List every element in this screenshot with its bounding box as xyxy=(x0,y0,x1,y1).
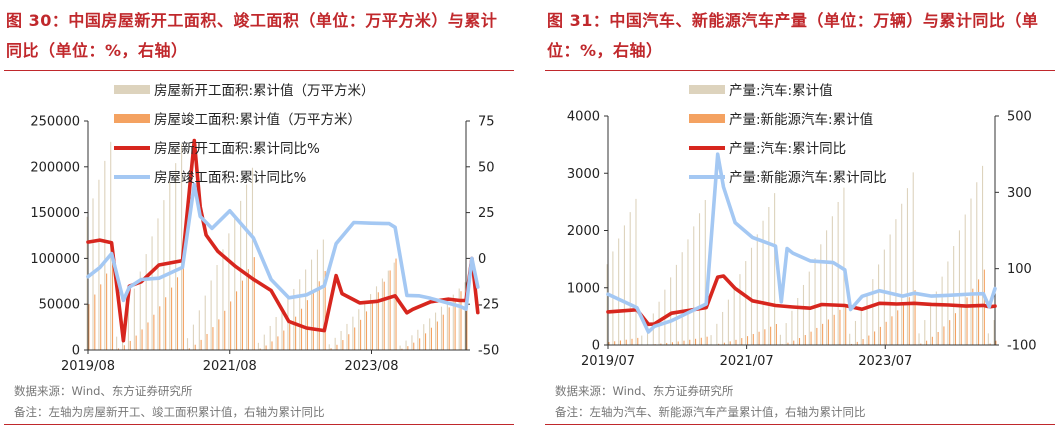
legend-label: 房屋竣工面积:累计值（万平方米） xyxy=(154,112,361,128)
x-tick-label: 2019/07 xyxy=(581,354,635,369)
chart-title: 图 31：中国汽车、新能源汽车产量（单位：万辆）与累计同比（单位：%，右轴） xyxy=(547,11,1039,60)
legend-label: 产量:汽车:累计同比 xyxy=(729,140,846,157)
y-tick-label-right: 300 xyxy=(1007,186,1032,201)
y-tick-label-left: 50000 xyxy=(39,298,80,313)
legend-label: 房屋竣工面积:累计同比% xyxy=(154,170,307,186)
y-tick-label-left: 150000 xyxy=(30,206,80,221)
legend-swatch xyxy=(114,114,150,123)
y-tick-label-left: 250000 xyxy=(30,115,80,130)
y-tick-label-right: 75 xyxy=(478,115,495,130)
y-tick-label-left: 2000 xyxy=(567,224,600,239)
left-chart-panel: 图 30：中国房屋新开工面积、竣工面积（单位：万平方米）与累计同比（单位：%，右… xyxy=(0,0,520,431)
y-tick-label-right: 50 xyxy=(478,160,495,175)
y-tick-label-left: 100000 xyxy=(30,252,80,267)
auto-chart: 4000 3000 2000 1000 0 500 300 100 -100 2019/07 202… xyxy=(567,82,1037,369)
y-tick-label-left: 4000 xyxy=(567,110,600,125)
title-divider xyxy=(545,70,1055,71)
legend-label: 房屋新开工面积:累计同比% xyxy=(154,141,320,157)
x-tick-label: 2023/08 xyxy=(344,359,398,374)
legend-label: 产量:新能源汽车:累计同比 xyxy=(729,169,887,186)
y-tick-label-left: 200000 xyxy=(30,160,80,175)
series-line xyxy=(86,138,480,343)
data-source: 数据来源：Wind、东方证券研究所 xyxy=(555,384,734,398)
y-tick-label-left: 0 xyxy=(72,344,80,359)
data-source: 数据来源：Wind、东方证券研究所 xyxy=(14,384,193,398)
y-tick-label-right: 0 xyxy=(478,252,486,267)
x-tick-label: 2021/07 xyxy=(720,354,774,369)
chart-note: 备注：左轴为汽车、新能源汽车产量累计值，右轴为累计同比 xyxy=(555,405,866,419)
x-tick-label: 2019/08 xyxy=(61,359,115,374)
title-divider xyxy=(4,70,514,71)
x-tick-label: 2021/08 xyxy=(203,359,257,374)
y-tick-label-left: 1000 xyxy=(567,281,600,296)
y-tick-label-right: -100 xyxy=(1007,339,1037,354)
y-tick-label-left: 3000 xyxy=(567,167,600,182)
bottom-divider xyxy=(4,424,514,425)
y-tick-label-right: 25 xyxy=(478,206,495,221)
legend-swatch xyxy=(114,85,150,94)
x-tick-label: 2023/07 xyxy=(858,354,912,369)
right-chart-panel: 图 31：中国汽车、新能源汽车产量（单位：万辆）与累计同比（单位：%，右轴） 4… xyxy=(541,0,1061,431)
legend-label: 产量:新能源汽车:累计值 xyxy=(729,111,873,128)
housing-chart: 250000 200000 150000 100000 50000 0 75 50 25 0 -25… xyxy=(30,83,499,374)
legend-label: 房屋新开工面积:累计值（万平方米） xyxy=(154,83,375,99)
series-line xyxy=(606,274,997,327)
y-tick-label-right: -50 xyxy=(478,344,499,359)
y-tick-label-right: -25 xyxy=(478,298,499,313)
y-tick-label-right: 500 xyxy=(1007,110,1032,125)
legend-swatch xyxy=(689,114,725,123)
legend-label: 产量:汽车:累计值 xyxy=(729,82,833,99)
series-line xyxy=(86,182,480,311)
chart-title: 图 30：中国房屋新开工面积、竣工面积（单位：万平方米）与累计同比（单位：%，右… xyxy=(6,11,498,60)
bottom-divider xyxy=(545,424,1055,425)
chart-note: 备注：左轴为房屋新开工、竣工面积累计值，右轴为累计同比 xyxy=(14,405,325,419)
series-line xyxy=(606,152,997,334)
y-tick-label-right: 100 xyxy=(1007,262,1032,277)
legend-swatch xyxy=(689,85,725,94)
y-tick-label-left: 0 xyxy=(592,339,600,354)
